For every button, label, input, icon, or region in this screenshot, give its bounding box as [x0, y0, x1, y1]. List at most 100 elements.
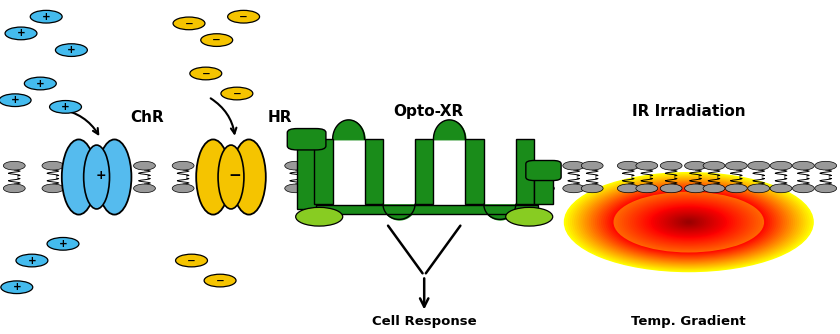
Ellipse shape [232, 140, 265, 215]
Bar [415, 139, 433, 204]
Circle shape [204, 274, 236, 287]
Text: Cell Response: Cell Response [372, 315, 476, 328]
Circle shape [285, 184, 307, 193]
Circle shape [815, 184, 837, 193]
Circle shape [617, 184, 639, 193]
Circle shape [687, 221, 690, 223]
Bar [534, 171, 553, 204]
Circle shape [596, 185, 782, 259]
Bar [297, 139, 316, 209]
Ellipse shape [97, 140, 131, 215]
Circle shape [583, 180, 795, 264]
Circle shape [50, 101, 81, 113]
Circle shape [636, 184, 658, 193]
Circle shape [201, 34, 233, 46]
Circle shape [594, 184, 784, 260]
Circle shape [622, 196, 755, 248]
Circle shape [134, 184, 155, 193]
Text: +: + [36, 78, 45, 89]
Circle shape [591, 183, 786, 261]
Circle shape [573, 176, 805, 268]
Circle shape [679, 218, 699, 226]
Circle shape [621, 195, 757, 249]
Ellipse shape [84, 145, 109, 209]
Text: +: + [96, 169, 106, 182]
Circle shape [703, 184, 725, 193]
Circle shape [685, 161, 706, 170]
Text: +: + [67, 45, 76, 55]
Circle shape [660, 161, 682, 170]
Circle shape [631, 199, 747, 245]
Circle shape [628, 198, 749, 246]
Circle shape [637, 201, 741, 243]
Text: −: − [239, 12, 248, 22]
Circle shape [1, 281, 33, 294]
Circle shape [134, 161, 155, 170]
Circle shape [587, 182, 790, 263]
Text: +: + [61, 102, 70, 112]
Bar [465, 139, 484, 204]
Circle shape [670, 215, 707, 229]
Circle shape [585, 181, 792, 263]
Circle shape [635, 201, 743, 243]
Text: +: + [17, 28, 25, 38]
Circle shape [610, 191, 768, 254]
Circle shape [627, 197, 751, 247]
Text: ChR: ChR [130, 110, 164, 125]
Text: HR: HR [267, 110, 292, 125]
Circle shape [604, 188, 774, 256]
Circle shape [625, 197, 753, 247]
FancyBboxPatch shape [526, 161, 561, 181]
Circle shape [296, 207, 343, 226]
Circle shape [617, 193, 761, 251]
Circle shape [648, 206, 730, 238]
Circle shape [726, 184, 748, 193]
Circle shape [683, 220, 695, 224]
Circle shape [228, 10, 260, 23]
FancyBboxPatch shape [287, 129, 326, 150]
Circle shape [636, 161, 658, 170]
Circle shape [658, 210, 720, 234]
Text: −: − [216, 276, 224, 286]
Text: +: + [59, 239, 67, 249]
Bar [365, 139, 383, 204]
Circle shape [614, 192, 764, 252]
Circle shape [55, 44, 87, 56]
Circle shape [608, 190, 769, 254]
Circle shape [617, 161, 639, 170]
Circle shape [3, 184, 25, 193]
Circle shape [581, 161, 603, 170]
Bar [516, 139, 534, 204]
Circle shape [618, 194, 759, 250]
Circle shape [16, 254, 48, 267]
Circle shape [748, 161, 769, 170]
Circle shape [577, 178, 801, 267]
Circle shape [662, 211, 716, 233]
Ellipse shape [197, 140, 230, 215]
Text: −: − [185, 18, 193, 28]
Circle shape [563, 161, 585, 170]
Circle shape [47, 237, 79, 250]
Circle shape [173, 17, 205, 30]
Circle shape [633, 200, 745, 244]
Circle shape [770, 184, 792, 193]
Circle shape [24, 77, 56, 90]
Circle shape [748, 184, 769, 193]
Circle shape [566, 173, 811, 271]
Circle shape [668, 214, 710, 230]
Text: −: − [233, 89, 241, 99]
Circle shape [675, 216, 703, 228]
Circle shape [30, 10, 62, 23]
Text: IR Irradiation: IR Irradiation [632, 104, 746, 119]
Circle shape [659, 210, 718, 234]
Circle shape [221, 87, 253, 100]
Circle shape [726, 161, 748, 170]
Circle shape [564, 173, 813, 272]
Circle shape [0, 94, 31, 107]
Text: Opto-XR: Opto-XR [393, 104, 464, 119]
Circle shape [172, 161, 194, 170]
Circle shape [42, 184, 64, 193]
Circle shape [285, 161, 307, 170]
Circle shape [597, 186, 780, 259]
Bar [314, 139, 333, 204]
